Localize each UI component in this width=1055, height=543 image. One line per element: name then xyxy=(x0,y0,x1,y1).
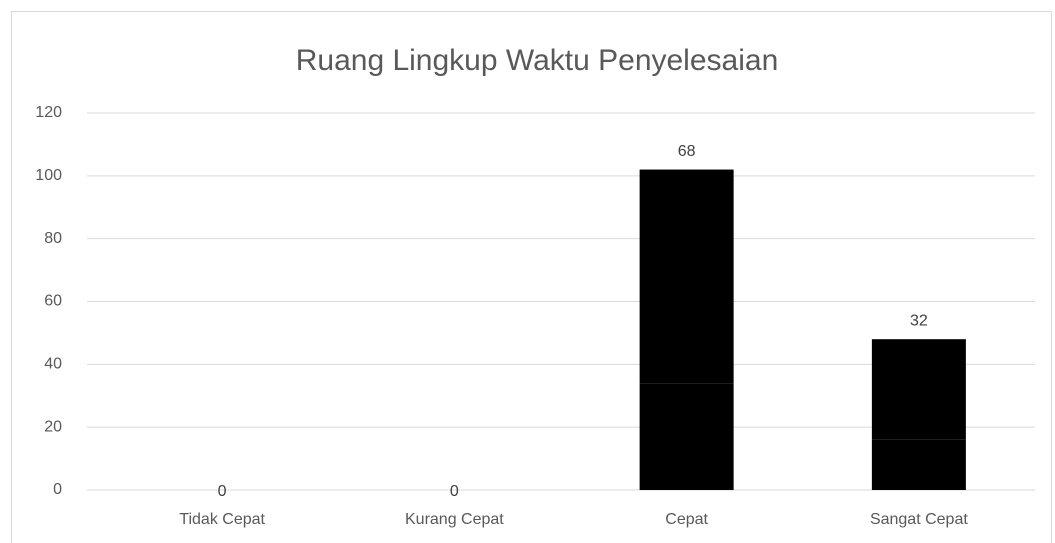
x-tick-label: Kurang Cepat xyxy=(405,511,504,528)
data-label: 0 xyxy=(450,483,459,500)
bar-segment xyxy=(871,439,966,490)
y-tick-label: 20 xyxy=(44,418,62,435)
bar-segment xyxy=(639,169,734,384)
y-tick-label: 60 xyxy=(44,293,62,310)
data-label: 32 xyxy=(910,312,928,329)
data-label: 68 xyxy=(678,143,696,160)
bar-segment xyxy=(639,383,734,490)
data-label: 0 xyxy=(218,483,227,500)
x-tick-label: Tidak Cepat xyxy=(179,511,265,528)
y-tick-label: 80 xyxy=(44,230,62,247)
y-tick-label: 0 xyxy=(53,481,62,498)
bar-segment xyxy=(871,339,966,440)
chart-title: Ruang Lingkup Waktu Penyelesaian xyxy=(296,44,779,77)
y-tick-label: 120 xyxy=(35,104,62,121)
y-tick-label: 40 xyxy=(44,356,62,373)
y-tick-label: 100 xyxy=(35,167,62,184)
x-tick-label: Cepat xyxy=(665,511,708,528)
x-tick-label: Sangat Cepat xyxy=(870,511,968,528)
